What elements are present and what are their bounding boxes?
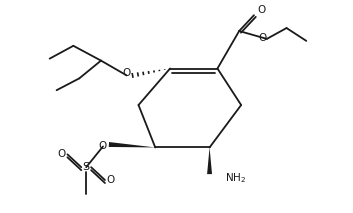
Text: NH$_2$: NH$_2$ [225,171,246,185]
Polygon shape [207,147,212,174]
Text: O: O [107,175,115,185]
Text: O: O [58,149,66,159]
Text: O: O [122,68,131,78]
Polygon shape [109,142,155,147]
Text: O: O [259,33,267,43]
Text: O: O [99,141,107,151]
Text: O: O [257,5,265,15]
Text: S: S [83,162,90,172]
